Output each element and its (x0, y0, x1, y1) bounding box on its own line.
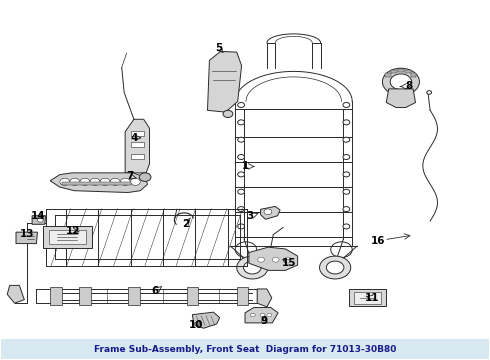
Circle shape (343, 189, 350, 194)
FancyBboxPatch shape (79, 287, 91, 305)
Text: 2: 2 (182, 219, 189, 229)
Circle shape (326, 261, 344, 274)
FancyBboxPatch shape (131, 131, 144, 136)
FancyBboxPatch shape (385, 73, 391, 77)
Text: 4: 4 (130, 133, 138, 143)
FancyBboxPatch shape (128, 287, 140, 305)
FancyBboxPatch shape (187, 287, 198, 305)
Text: 8: 8 (405, 81, 412, 91)
Circle shape (343, 137, 350, 142)
Circle shape (258, 257, 265, 262)
Circle shape (343, 154, 350, 159)
Text: 7: 7 (126, 171, 134, 181)
Circle shape (238, 207, 245, 212)
Text: 3: 3 (246, 211, 253, 221)
Text: 15: 15 (282, 258, 296, 268)
Circle shape (139, 173, 151, 181)
Circle shape (235, 242, 257, 257)
Polygon shape (193, 312, 220, 328)
Polygon shape (32, 216, 46, 224)
Circle shape (130, 178, 140, 185)
Circle shape (267, 313, 272, 317)
Circle shape (343, 172, 350, 177)
Polygon shape (50, 173, 147, 193)
Circle shape (238, 103, 245, 108)
Circle shape (285, 257, 291, 262)
Text: 6: 6 (152, 287, 159, 296)
Text: 10: 10 (189, 320, 203, 330)
Circle shape (238, 189, 245, 194)
FancyBboxPatch shape (354, 292, 381, 303)
Circle shape (238, 154, 245, 159)
Circle shape (238, 137, 245, 142)
Circle shape (382, 68, 419, 95)
Circle shape (237, 256, 268, 279)
Circle shape (60, 178, 70, 185)
Circle shape (238, 224, 245, 229)
Polygon shape (7, 285, 24, 303)
Circle shape (427, 91, 432, 94)
Text: 9: 9 (261, 316, 268, 326)
Circle shape (343, 224, 350, 229)
FancyBboxPatch shape (349, 289, 386, 306)
Polygon shape (261, 206, 280, 219)
Text: 12: 12 (66, 226, 81, 236)
Circle shape (37, 218, 43, 222)
Polygon shape (207, 51, 242, 112)
Circle shape (90, 178, 100, 185)
Circle shape (70, 178, 80, 185)
Circle shape (238, 120, 245, 125)
FancyBboxPatch shape (131, 154, 144, 159)
Polygon shape (62, 182, 130, 185)
FancyBboxPatch shape (50, 287, 62, 305)
FancyBboxPatch shape (131, 142, 144, 147)
FancyBboxPatch shape (49, 230, 86, 244)
Text: 13: 13 (20, 229, 34, 239)
Circle shape (250, 313, 255, 317)
Circle shape (390, 74, 412, 90)
FancyBboxPatch shape (1, 339, 489, 359)
Circle shape (80, 178, 90, 185)
Polygon shape (125, 119, 149, 173)
Circle shape (100, 178, 110, 185)
FancyBboxPatch shape (411, 73, 416, 77)
Circle shape (343, 120, 350, 125)
Text: 11: 11 (365, 293, 379, 303)
Polygon shape (245, 307, 278, 323)
Text: 5: 5 (215, 43, 222, 53)
Circle shape (244, 261, 261, 274)
Circle shape (260, 313, 265, 317)
FancyBboxPatch shape (405, 70, 411, 73)
Circle shape (121, 178, 130, 185)
Circle shape (319, 256, 351, 279)
Circle shape (343, 207, 350, 212)
Circle shape (331, 242, 352, 257)
Polygon shape (16, 232, 37, 244)
FancyBboxPatch shape (391, 70, 397, 73)
FancyBboxPatch shape (237, 287, 248, 305)
Polygon shape (257, 289, 272, 307)
Text: Frame Sub-Assembly, Front Seat  Diagram for 71013-30B80: Frame Sub-Assembly, Front Seat Diagram f… (94, 345, 396, 354)
Text: 16: 16 (371, 236, 386, 246)
Circle shape (238, 172, 245, 177)
FancyBboxPatch shape (43, 226, 92, 248)
Circle shape (343, 103, 350, 108)
Circle shape (264, 209, 272, 215)
Text: 1: 1 (242, 161, 248, 171)
Text: 14: 14 (31, 211, 46, 221)
Polygon shape (249, 247, 297, 270)
Polygon shape (386, 89, 416, 108)
Circle shape (223, 111, 233, 117)
FancyBboxPatch shape (398, 68, 404, 72)
Circle shape (272, 257, 279, 262)
Circle shape (110, 178, 120, 185)
